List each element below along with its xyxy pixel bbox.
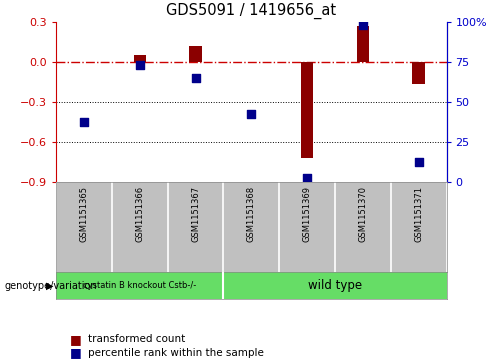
Text: cystatin B knockout Cstb-/-: cystatin B knockout Cstb-/- bbox=[83, 281, 196, 290]
Text: GSM1151369: GSM1151369 bbox=[303, 186, 312, 242]
Bar bbox=[189, 46, 202, 62]
Point bbox=[415, 159, 423, 165]
Title: GDS5091 / 1419656_at: GDS5091 / 1419656_at bbox=[166, 3, 336, 19]
Point bbox=[359, 22, 367, 28]
Text: GSM1151365: GSM1151365 bbox=[80, 186, 88, 242]
Text: ■: ■ bbox=[70, 333, 81, 346]
Point bbox=[136, 62, 143, 68]
Text: percentile rank within the sample: percentile rank within the sample bbox=[88, 348, 264, 358]
Text: transformed count: transformed count bbox=[88, 334, 185, 344]
Point bbox=[303, 175, 311, 181]
Point bbox=[192, 75, 200, 81]
Text: GSM1151367: GSM1151367 bbox=[191, 186, 200, 242]
Text: GSM1151366: GSM1151366 bbox=[135, 186, 144, 242]
Bar bbox=[357, 26, 369, 62]
Text: GSM1151371: GSM1151371 bbox=[414, 186, 423, 242]
Point bbox=[80, 119, 88, 125]
Text: genotype/variation: genotype/variation bbox=[5, 281, 98, 291]
Bar bbox=[412, 62, 425, 84]
Bar bbox=[301, 62, 313, 158]
Text: GSM1151368: GSM1151368 bbox=[247, 186, 256, 242]
Bar bbox=[134, 55, 146, 62]
Text: wild type: wild type bbox=[308, 280, 362, 292]
Text: ■: ■ bbox=[70, 346, 81, 359]
Text: ▶: ▶ bbox=[46, 281, 54, 291]
Text: GSM1151370: GSM1151370 bbox=[358, 186, 367, 242]
Point bbox=[247, 111, 255, 117]
